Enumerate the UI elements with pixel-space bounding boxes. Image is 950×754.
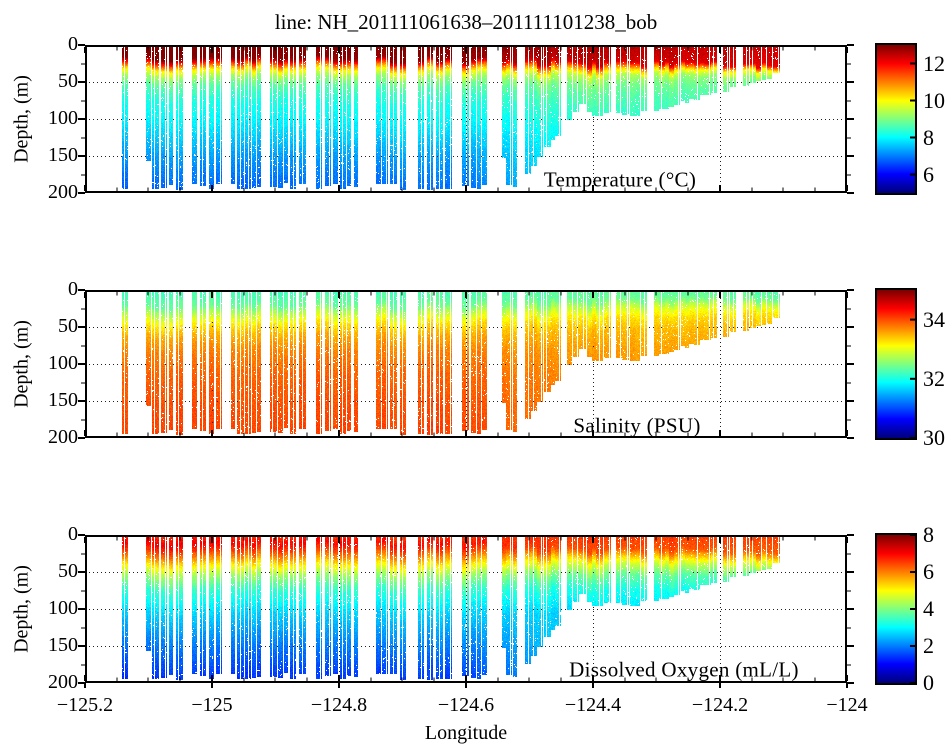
colorbar-tick-label: 8 xyxy=(923,522,934,547)
y-tick-label: 150 xyxy=(48,389,78,411)
y-tick-label: 0 xyxy=(68,33,78,55)
x-tick-label: −124.4 xyxy=(564,694,622,716)
y-tick-label: 200 xyxy=(48,671,78,693)
y-tick-label: 200 xyxy=(48,181,78,203)
plot-title: line: NH_201111061638–201111101238_bob xyxy=(274,10,658,34)
y-tick-label: 100 xyxy=(48,107,78,129)
x-tick-label: −124.8 xyxy=(310,694,368,716)
salinity-panel-label: Salinity (PSU) xyxy=(573,413,701,438)
salinity-colorbar-canvas xyxy=(875,288,917,440)
x-tick-label: −125.2 xyxy=(56,694,114,716)
y-axis-label-oxygen: Depth, (m) xyxy=(10,565,33,653)
oxygen-section-canvas xyxy=(75,525,857,693)
y-tick-label: 50 xyxy=(58,560,78,582)
colorbar-tick-label: 4 xyxy=(923,596,934,621)
temperature-colorbar-canvas xyxy=(875,43,917,195)
oxygen-panel-label: Dissolved Oxygen (mL/L) xyxy=(569,657,799,682)
y-tick-label: 150 xyxy=(48,144,78,166)
oxygen-colorbar-canvas xyxy=(875,533,917,685)
y-axis-label-salinity: Depth, (m) xyxy=(10,320,33,408)
colorbar-tick-label: 6 xyxy=(923,161,934,187)
temperature-section-canvas xyxy=(75,35,857,203)
x-tick-label: −124.6 xyxy=(437,694,495,716)
salinity-section-canvas xyxy=(75,280,857,448)
x-tick-label: −124 xyxy=(826,694,868,716)
x-tick-label: −124.2 xyxy=(691,694,749,716)
colorbar-tick-label: 10 xyxy=(923,87,945,113)
colorbar-tick-label: 8 xyxy=(923,124,934,150)
x-tick-label: −125 xyxy=(191,694,233,716)
y-tick-label: 50 xyxy=(58,315,78,337)
y-tick-label: 150 xyxy=(48,634,78,656)
y-axis-label-temperature: Depth, (m) xyxy=(10,75,33,163)
y-tick-label: 100 xyxy=(48,597,78,619)
x-axis-label: Longitude xyxy=(424,722,508,744)
colorbar-tick-label: 2 xyxy=(923,633,934,658)
colorbar-tick-label: 12 xyxy=(923,50,945,76)
y-tick-label: 0 xyxy=(68,523,78,545)
temperature-panel-label: Temperature (°C) xyxy=(543,167,697,192)
y-tick-label: 50 xyxy=(58,70,78,92)
colorbar-tick-label: 30 xyxy=(923,425,945,450)
colorbar-tick-label: 0 xyxy=(923,670,934,695)
y-tick-label: 200 xyxy=(48,426,78,448)
y-tick-label: 100 xyxy=(48,352,78,374)
colorbar-tick-label: 6 xyxy=(923,559,934,584)
colorbar-tick-label: 34 xyxy=(923,306,945,332)
colorbar-tick-label: 32 xyxy=(923,365,945,391)
y-tick-label: 0 xyxy=(68,278,78,300)
